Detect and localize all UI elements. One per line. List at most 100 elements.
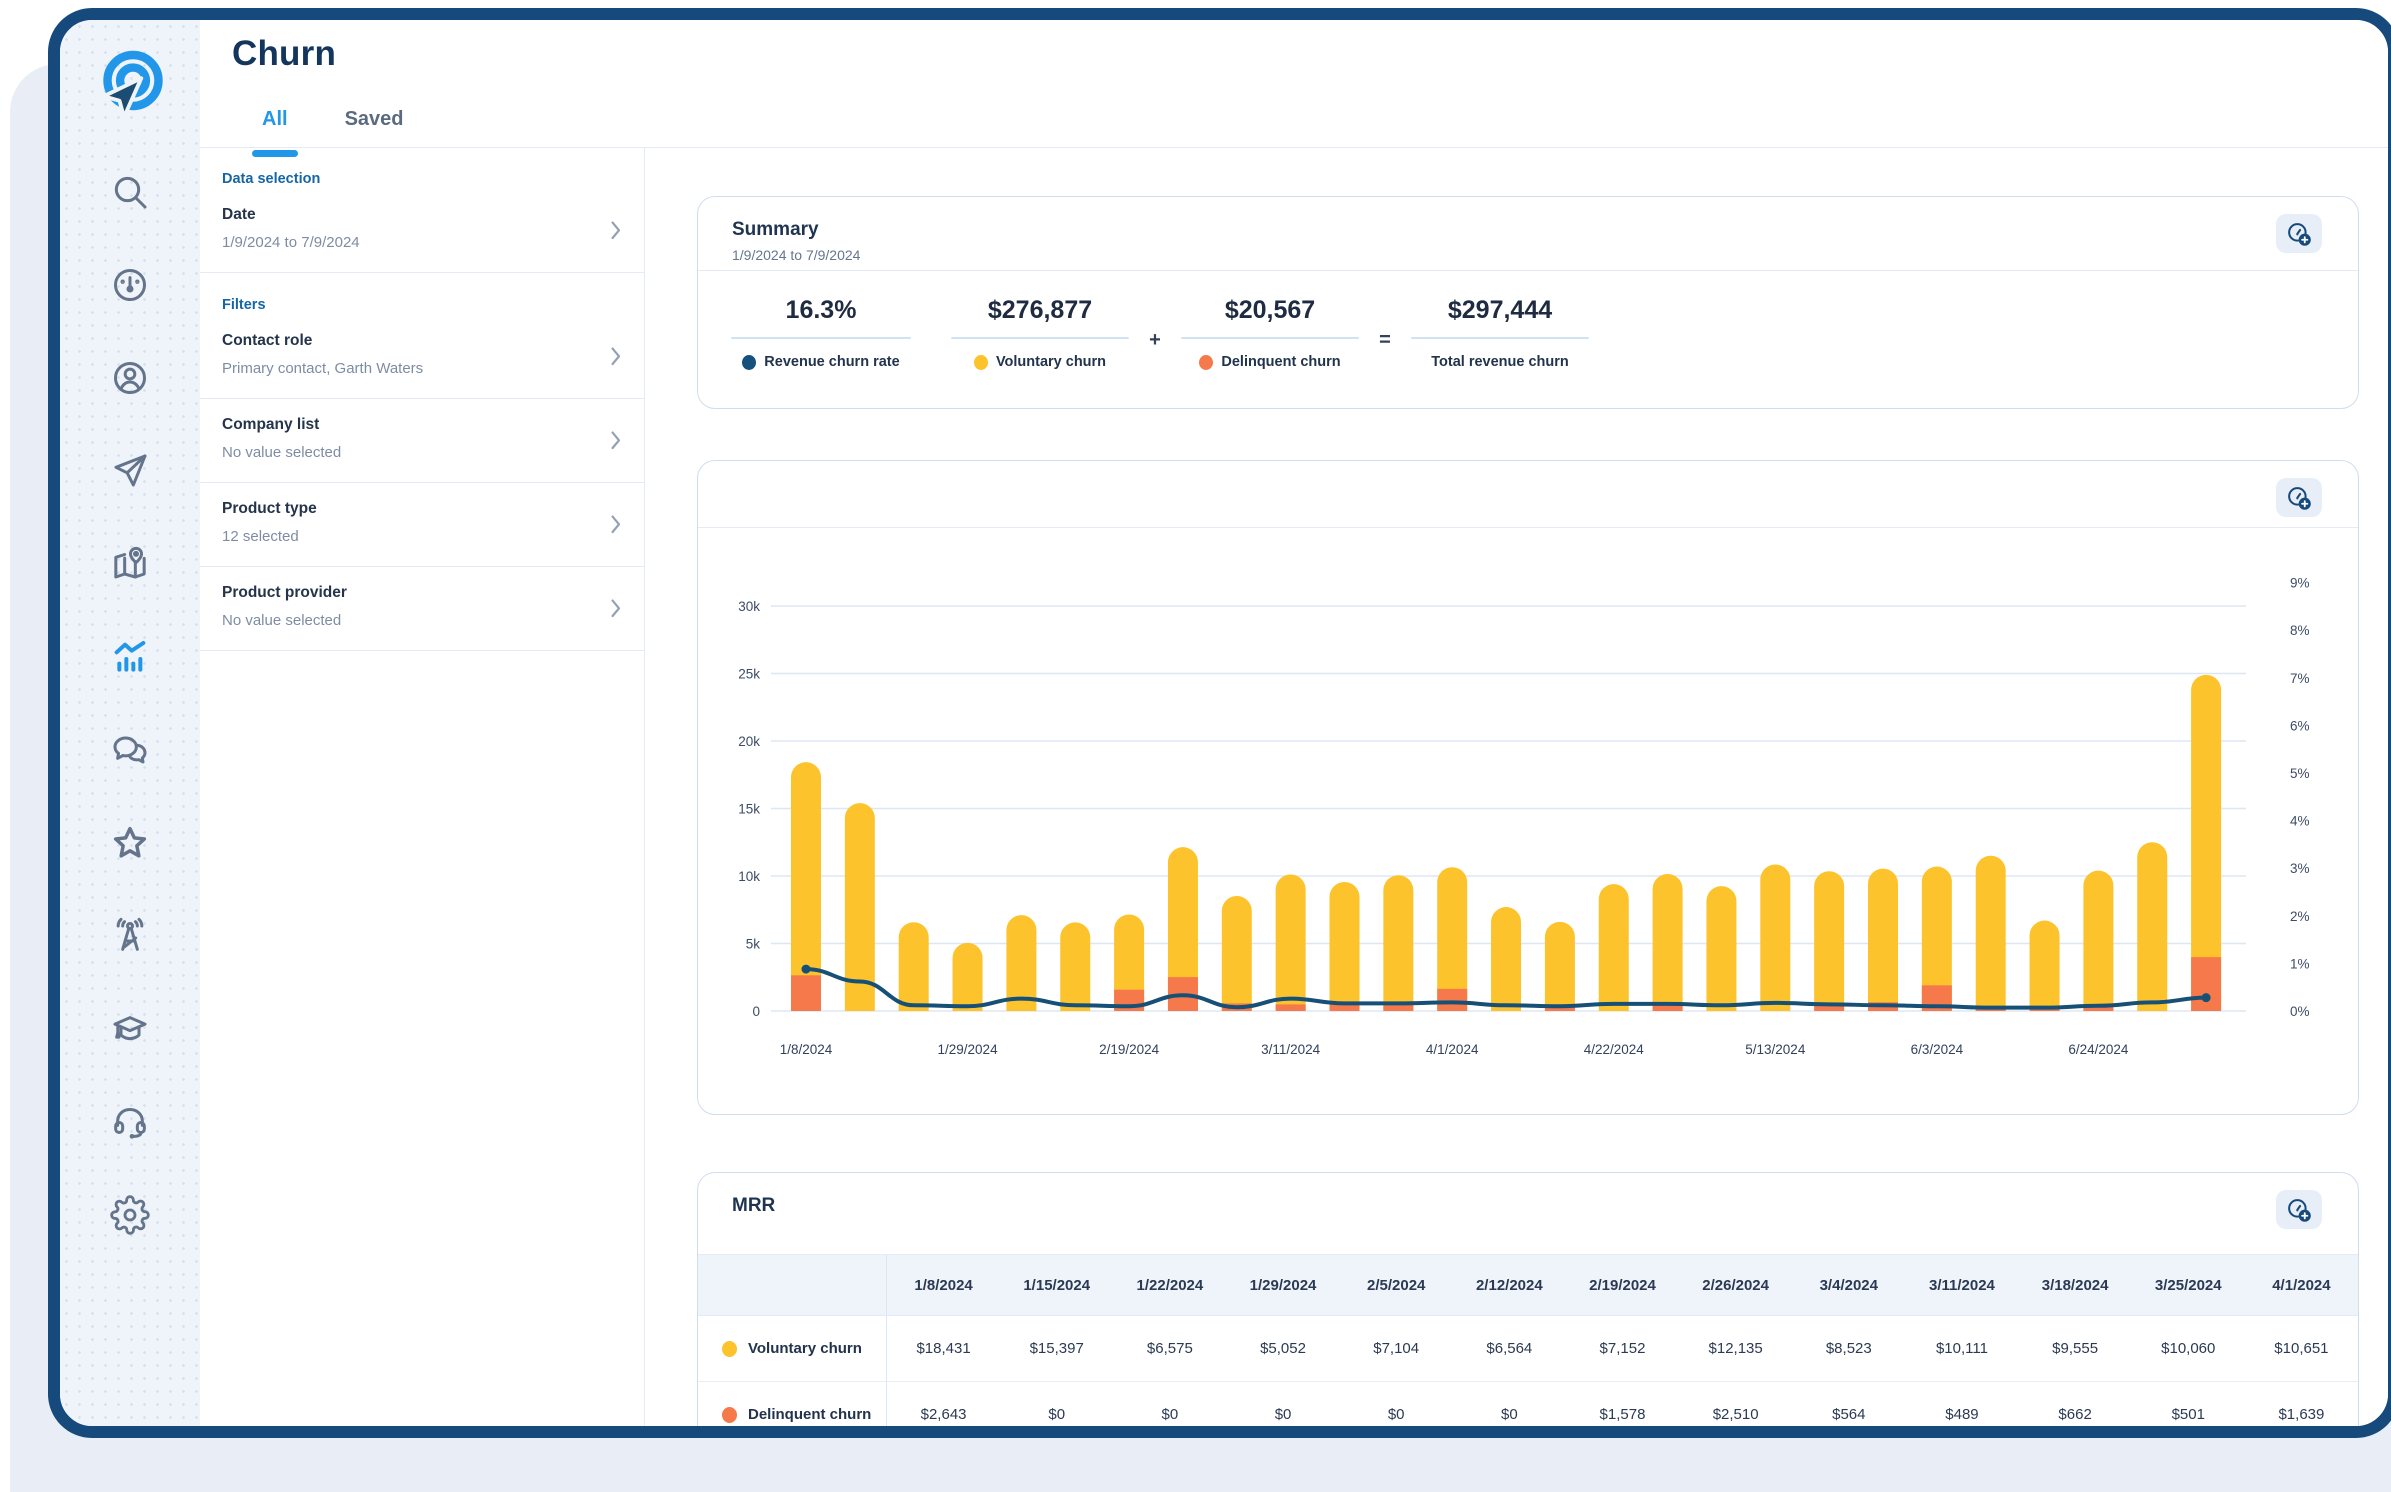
right-axis-tick-label: 5% [2290, 766, 2310, 781]
page-title: Churn [232, 34, 336, 74]
left-axis-tick-label: 0 [752, 1004, 760, 1019]
gauge-plus-icon [2286, 221, 2312, 247]
mrr-add-to-dashboard-button[interactable] [2276, 1190, 2322, 1229]
tab-saved[interactable]: Saved [345, 108, 404, 145]
bar-voluntary-churn[interactable] [899, 922, 929, 1011]
bar-delinquent-churn[interactable] [791, 975, 821, 1011]
bar-voluntary-churn[interactable] [1653, 874, 1683, 1011]
bar-voluntary-churn[interactable] [1276, 875, 1306, 1011]
bar-voluntary-churn[interactable] [1760, 865, 1790, 1011]
filter-item-contact-role[interactable]: Contact role Primary contact, Garth Water… [200, 315, 644, 399]
tab-all[interactable]: All [262, 108, 288, 145]
bar-voluntary-churn[interactable] [1060, 922, 1090, 1011]
left-axis-tick-label: 25k [738, 667, 760, 682]
mrr-value-cell: $9,555 [2019, 1316, 2132, 1382]
summary-operator: = [1359, 329, 1411, 352]
legend-dot-icon [974, 355, 988, 370]
mrr-column-header: 1/22/2024 [1113, 1254, 1226, 1316]
mrr-column-header: 1/29/2024 [1226, 1254, 1339, 1316]
mrr-value-cell: $0 [1453, 1382, 1566, 1438]
sidebar-item-broadcast[interactable] [110, 916, 150, 956]
x-axis-tick-label: 4/22/2024 [1584, 1042, 1645, 1057]
bar-voluntary-churn[interactable] [1814, 871, 1844, 1011]
bar-voluntary-churn[interactable] [1491, 907, 1521, 1011]
churn-chart-card: 05k10k15k20k25k30k0%1%2%3%4%5%6%7%8%9%1/… [697, 460, 2359, 1115]
mrr-table: 1/8/20241/15/20241/22/20241/29/20242/5/2… [698, 1254, 2358, 1438]
filter-item-product-type[interactable]: Product type12 selected [200, 483, 644, 567]
mrr-row-label-voluntary-churn: Voluntary churn [698, 1316, 887, 1382]
sidebar-item-dashboard[interactable] [110, 265, 150, 305]
bar-voluntary-churn[interactable] [2083, 871, 2113, 1011]
sidebar-item-journeys[interactable] [110, 544, 150, 584]
summary-add-to-dashboard-button[interactable] [2276, 214, 2322, 253]
filter-item-product-provider[interactable]: Product providerNo value selected [200, 567, 644, 651]
tab-bar: All Saved [262, 108, 404, 145]
bar-voluntary-churn[interactable] [1706, 886, 1736, 1011]
right-axis-tick-label: 8% [2290, 623, 2310, 638]
sidebar-nav [110, 124, 150, 1235]
headset-icon [110, 1102, 150, 1142]
bar-voluntary-churn[interactable] [791, 762, 821, 1011]
x-axis-tick-label: 4/1/2024 [1426, 1042, 1479, 1057]
stat-label: Voluntary churn [996, 354, 1106, 370]
sidebar [60, 20, 200, 1426]
sidebar-item-academy[interactable] [110, 1009, 150, 1049]
summary-stat-voluntary-churn: $276,877Voluntary churn [951, 295, 1129, 370]
bar-voluntary-churn[interactable] [1868, 869, 1898, 1011]
right-axis-tick-label: 7% [2290, 671, 2310, 686]
bar-delinquent-churn[interactable] [1437, 989, 1467, 1011]
legend-dot-icon [722, 1407, 737, 1423]
bar-voluntary-churn[interactable] [2030, 921, 2060, 1011]
bar-voluntary-churn[interactable] [1330, 882, 1360, 1011]
chart-add-to-dashboard-button[interactable] [2276, 478, 2322, 517]
summary-stat-total-revenue-churn: $297,444Total revenue churn [1411, 295, 1589, 370]
bar-voluntary-churn[interactable] [1599, 884, 1629, 1011]
bar-voluntary-churn[interactable] [953, 943, 983, 1011]
sidebar-item-settings[interactable] [110, 1195, 150, 1235]
mrr-value-cell: $6,564 [1453, 1316, 1566, 1382]
bar-delinquent-churn[interactable] [2191, 957, 2221, 1011]
summary-stat-delinquent-churn: $20,567Delinquent churn [1181, 295, 1359, 370]
line-end-point [2202, 993, 2211, 1002]
left-axis-tick-label: 15k [738, 802, 760, 817]
sidebar-item-campaigns[interactable] [110, 451, 150, 491]
mrr-value-cell: $6,575 [1113, 1316, 1226, 1382]
mrr-value-cell: $662 [2019, 1382, 2132, 1438]
mrr-value-cell: $18,431 [887, 1316, 1000, 1382]
left-axis-tick-label: 20k [738, 734, 760, 749]
sidebar-item-favorites[interactable] [110, 823, 150, 863]
bar-delinquent-churn[interactable] [1276, 1004, 1306, 1011]
x-axis-tick-label: 6/3/2024 [1911, 1042, 1964, 1057]
sidebar-item-conversations[interactable] [110, 730, 150, 770]
sidebar-item-search[interactable] [110, 172, 150, 212]
filter-item-date[interactable]: Date1/9/2024 to 7/9/2024 [200, 189, 644, 273]
left-axis-tick-label: 10k [738, 869, 760, 884]
x-axis-tick-label: 2/19/2024 [1099, 1042, 1160, 1057]
filter-item-value: No value selected [222, 612, 596, 629]
gauge-icon [110, 265, 150, 305]
filter-section-label: Filters [200, 273, 644, 315]
sidebar-item-contacts[interactable] [110, 358, 150, 398]
bar-voluntary-churn[interactable] [1222, 896, 1252, 1011]
mrr-header-empty-cell [698, 1254, 887, 1316]
filter-item-value: No value selected [222, 444, 596, 461]
bar-voluntary-churn[interactable] [1976, 856, 2006, 1011]
bar-voluntary-churn[interactable] [2137, 842, 2167, 1011]
sidebar-item-analytics[interactable] [110, 637, 150, 677]
bar-voluntary-churn[interactable] [1545, 922, 1575, 1011]
stat-divider [1411, 337, 1589, 339]
summary-title: Summary [732, 219, 2324, 241]
stat-value: $20,567 [1181, 295, 1359, 325]
person-circle-icon [110, 358, 150, 398]
gear-icon [110, 1195, 150, 1235]
bar-voluntary-churn[interactable] [1006, 915, 1036, 1011]
sidebar-item-support[interactable] [110, 1102, 150, 1142]
mrr-column-header: 3/4/2024 [1792, 1254, 1905, 1316]
filter-item-company-list[interactable]: Company listNo value selected [200, 399, 644, 483]
bar-voluntary-churn[interactable] [1383, 875, 1413, 1011]
filter-item-label: Contact role [222, 332, 596, 350]
filter-item-value: Primary contact, Garth Waters [222, 360, 596, 377]
mrr-value-cell: $10,111 [1905, 1316, 2018, 1382]
chevron-right-icon [610, 346, 622, 367]
summary-stat-revenue-churn-rate: 16.3%Revenue churn rate [731, 295, 911, 370]
